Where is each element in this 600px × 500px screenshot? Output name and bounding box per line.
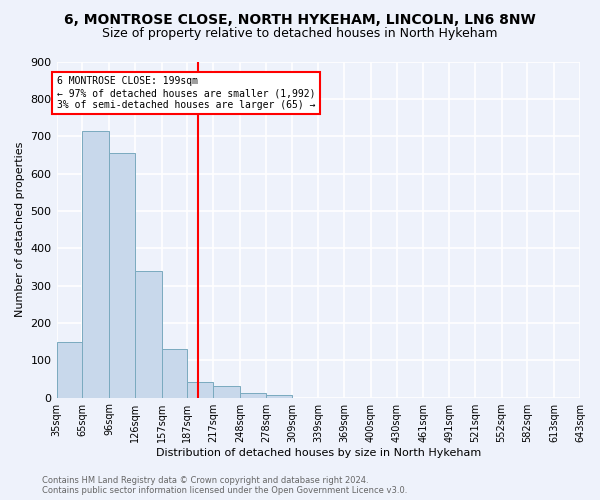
Bar (161, 349, 187, 398)
Bar (56, 342, 82, 398)
Bar (213, 386, 240, 398)
Bar (135, 270, 161, 398)
X-axis label: Distribution of detached houses by size in North Hykeham: Distribution of detached houses by size … (155, 448, 481, 458)
Bar (240, 392, 266, 398)
Text: 6, MONTROSE CLOSE, NORTH HYKEHAM, LINCOLN, LN6 8NW: 6, MONTROSE CLOSE, NORTH HYKEHAM, LINCOL… (64, 12, 536, 26)
Text: Contains HM Land Registry data © Crown copyright and database right 2024.
Contai: Contains HM Land Registry data © Crown c… (42, 476, 407, 495)
Text: Size of property relative to detached houses in North Hykeham: Size of property relative to detached ho… (102, 28, 498, 40)
Bar (266, 394, 292, 398)
Bar (187, 382, 213, 398)
Bar (82, 130, 109, 398)
Y-axis label: Number of detached properties: Number of detached properties (15, 142, 25, 317)
Bar (109, 153, 135, 398)
Text: 6 MONTROSE CLOSE: 199sqm
← 97% of detached houses are smaller (1,992)
3% of semi: 6 MONTROSE CLOSE: 199sqm ← 97% of detach… (56, 76, 315, 110)
